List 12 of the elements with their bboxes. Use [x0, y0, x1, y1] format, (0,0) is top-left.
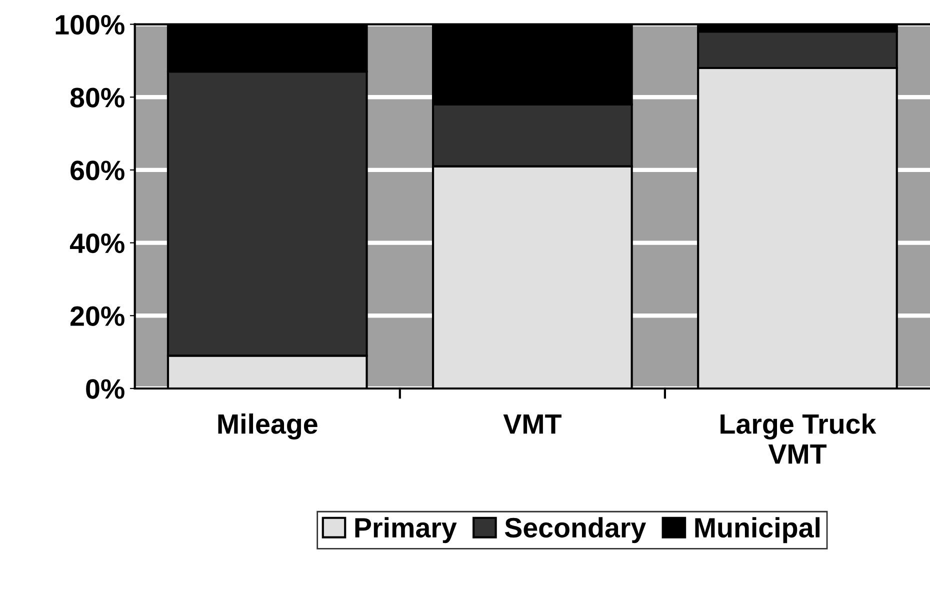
legend-label: Municipal	[695, 517, 820, 544]
y-tick-label: 20%	[70, 306, 124, 326]
y-tick-label: 60%	[70, 160, 124, 180]
y-tick-label: 80%	[70, 88, 124, 108]
x-tick-label: VMT	[503, 414, 562, 434]
y-tick-label: 40%	[70, 233, 124, 254]
y-tick-label: 100%	[56, 14, 124, 35]
x-tick-label: Large Truck VMT	[720, 413, 876, 464]
x-tick-label: Mileage	[218, 413, 318, 440]
y-tick-label: 0%	[86, 379, 124, 399]
legend-label: Primary	[355, 517, 457, 544]
legend-label: Secondary	[504, 517, 646, 544]
